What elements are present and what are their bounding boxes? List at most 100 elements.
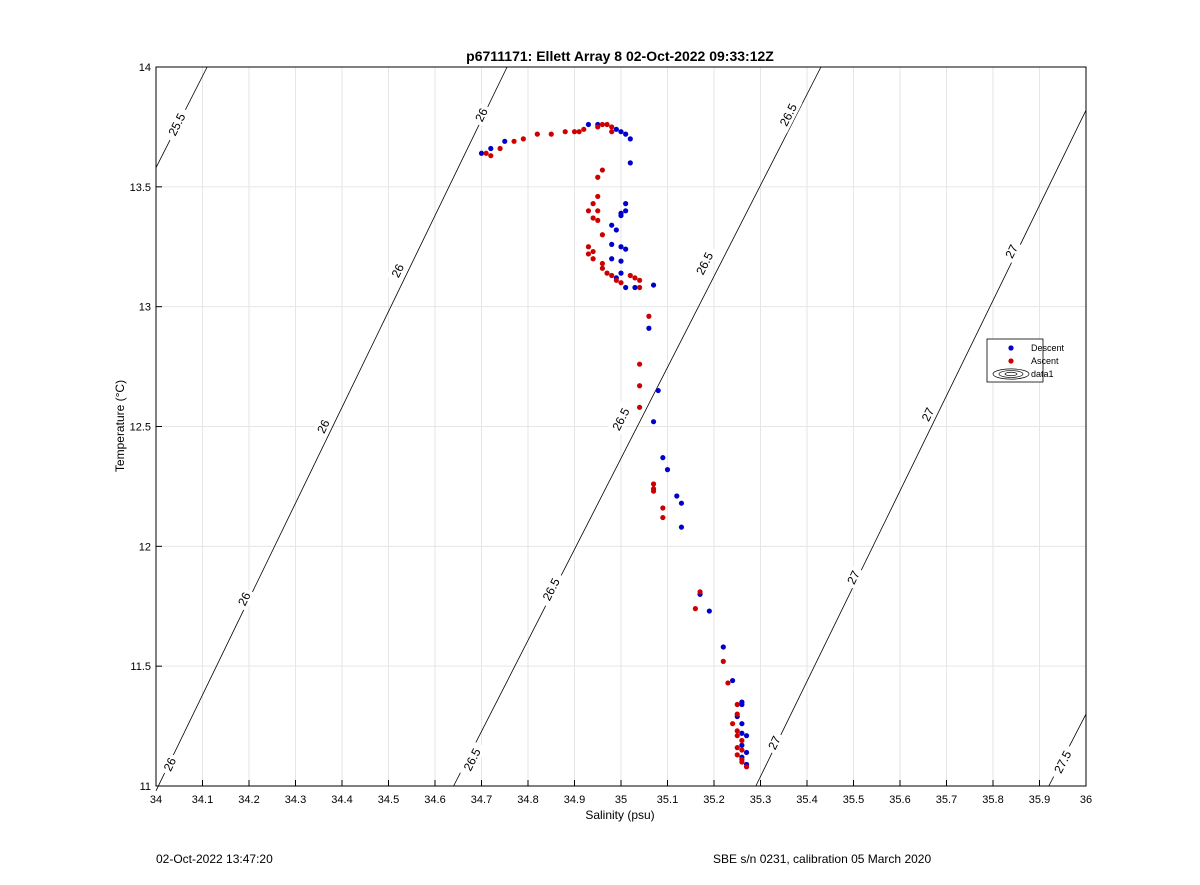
legend-label: Descent	[1031, 343, 1065, 353]
ascent-point	[562, 129, 568, 135]
ascent-point	[697, 589, 703, 595]
ascent-point	[637, 284, 643, 291]
descent-point	[678, 524, 685, 530]
ascent-point	[650, 481, 657, 487]
x-tick-label: 35.4	[796, 794, 817, 806]
descent-point	[585, 121, 592, 128]
svg-text:26: 26	[472, 106, 491, 124]
x-tick-label: 34.7	[471, 794, 492, 806]
contour-line	[155, 66, 508, 791]
x-tick-label: 35.8	[982, 794, 1003, 806]
contour-label: 25.5	[162, 105, 191, 143]
ascent-point	[650, 488, 657, 494]
descent-point	[720, 644, 726, 650]
legend-marker	[1008, 345, 1014, 351]
x-axis-ticks: 34 34.1 34.2 34.3 34.4 34.5 34.6 34.7 34.8 34.9 35…	[150, 780, 1092, 806]
ascent-point	[734, 711, 740, 717]
y-axis-label: Temperature (°C)	[113, 380, 127, 472]
ascent-point	[585, 251, 592, 257]
descent-point	[609, 256, 615, 262]
x-tick-label: 35	[615, 794, 627, 806]
x-tick-label: 35.2	[703, 794, 724, 806]
x-tick-label: 35.3	[750, 794, 771, 806]
ascent-point	[595, 217, 601, 223]
descent-point	[664, 467, 671, 473]
contour-label: 26	[311, 414, 335, 439]
svg-text:27: 27	[1002, 242, 1021, 260]
contour-label: 26	[469, 102, 493, 127]
ascent-point	[609, 272, 615, 279]
ascent-point	[599, 265, 606, 271]
x-tick-label: 36	[1080, 794, 1092, 806]
ascent-point	[595, 174, 601, 180]
contour-label: 27	[1000, 239, 1023, 264]
descent-point	[660, 455, 666, 461]
x-tick-label: 35.9	[1029, 794, 1050, 806]
contour-line	[453, 66, 822, 787]
descent-point	[623, 131, 629, 137]
ascent-point	[599, 260, 606, 267]
ascent-point	[604, 270, 610, 276]
ascent-point	[599, 167, 606, 173]
descent-point	[739, 701, 745, 708]
ascent-point	[627, 272, 633, 279]
ascent-point	[637, 383, 643, 389]
ascent-point	[734, 728, 740, 734]
ascent-point	[739, 737, 745, 744]
svg-text:27: 27	[765, 734, 784, 752]
svg-text:26: 26	[161, 755, 180, 773]
contour-label: 26.5	[606, 400, 635, 438]
contour-label: 26.5	[536, 570, 566, 608]
chart-title: p6711171: Ellett Array 8 02-Oct-2022 09:…	[466, 48, 774, 64]
descent-point	[706, 608, 712, 614]
descent-point	[618, 129, 624, 135]
ascent-point	[599, 232, 606, 238]
contour-label: 27	[916, 402, 939, 427]
data-points	[478, 121, 750, 770]
x-tick-label: 34.5	[378, 794, 399, 806]
ascent-point	[576, 129, 582, 135]
legend-contour-icon	[992, 368, 1030, 380]
y-axis-ticks: 11 11.5 12 12.5 13 13.5 14	[130, 62, 162, 793]
calibration-info: SBE s/n 0231, calibration 05 March 2020	[713, 852, 932, 866]
descent-point	[650, 419, 657, 425]
ascent-point	[739, 747, 745, 753]
y-tick-label: 13.5	[130, 182, 151, 194]
ascent-point	[520, 136, 526, 142]
ascent-point	[609, 129, 615, 135]
descent-point	[623, 201, 629, 207]
timestamp: 02-Oct-2022 13:47:20	[156, 852, 273, 866]
descent-point	[627, 160, 633, 166]
ascent-point	[590, 256, 596, 262]
y-tick-label: 12	[139, 541, 151, 553]
descent-point	[613, 126, 619, 132]
ascent-point	[734, 701, 740, 708]
descent-point	[488, 145, 494, 152]
descent-point	[632, 284, 638, 291]
descent-point	[739, 721, 745, 727]
svg-text:26: 26	[314, 417, 333, 435]
y-tick-label: 14	[139, 62, 151, 74]
legend: Descent Ascent data1	[986, 338, 1065, 383]
descent-point	[502, 138, 508, 144]
ascent-point	[734, 752, 740, 758]
ascent-point	[590, 215, 596, 221]
ascent-point	[548, 131, 554, 137]
x-tick-label: 34.8	[517, 794, 538, 806]
descent-point	[609, 222, 615, 228]
ascent-point	[590, 201, 596, 207]
svg-text:27: 27	[844, 568, 863, 586]
ascent-point	[599, 121, 606, 128]
contour-label: 27.5	[1047, 743, 1077, 781]
ascent-point	[734, 745, 740, 751]
ascent-point	[632, 275, 638, 281]
ascent-point	[483, 150, 489, 156]
ascent-point	[739, 759, 745, 765]
svg-text:26: 26	[235, 590, 254, 608]
legend-box	[986, 338, 1044, 383]
contour-label: 27	[841, 564, 865, 590]
ascent-point	[497, 145, 503, 152]
contour-label: 26	[158, 751, 181, 777]
x-tick-label: 34	[150, 794, 162, 806]
contour-label: 26	[232, 586, 256, 612]
